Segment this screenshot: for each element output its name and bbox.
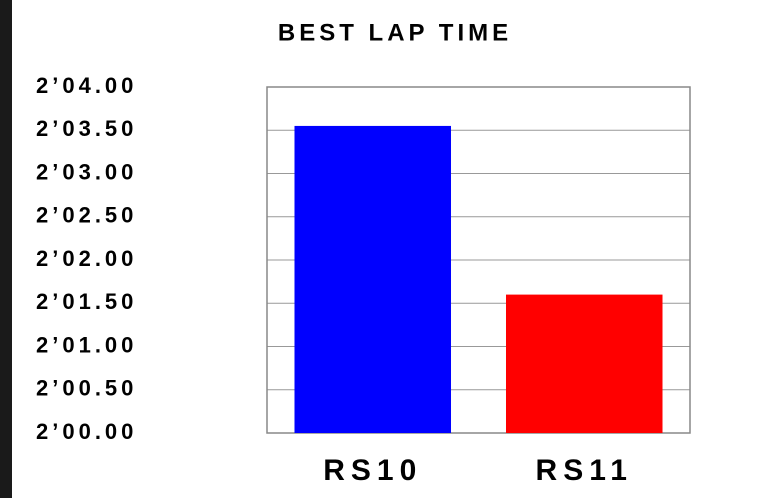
y-tick-label: 2’02.50 (36, 203, 137, 228)
y-tick-label: 2’02.00 (36, 246, 137, 271)
y-tick-label: 2’01.50 (36, 289, 137, 314)
y-tick-label: 2’04.00 (36, 73, 137, 98)
y-tick-label: 2’00.50 (36, 376, 137, 401)
x-tick-label: RS11 (536, 454, 633, 487)
left-edge (0, 0, 12, 498)
y-tick-label: 2’00.00 (36, 419, 137, 444)
x-tick-label: RS10 (323, 454, 422, 487)
bar (294, 125, 452, 434)
y-tick-label: 2’03.50 (36, 116, 137, 141)
y-tick-label: 2’03.00 (36, 159, 137, 184)
plot-frame (266, 86, 691, 434)
bar (505, 294, 663, 433)
y-tick-label: 2’01.00 (36, 332, 137, 357)
chart-title: BEST LAP TIME (278, 19, 512, 46)
